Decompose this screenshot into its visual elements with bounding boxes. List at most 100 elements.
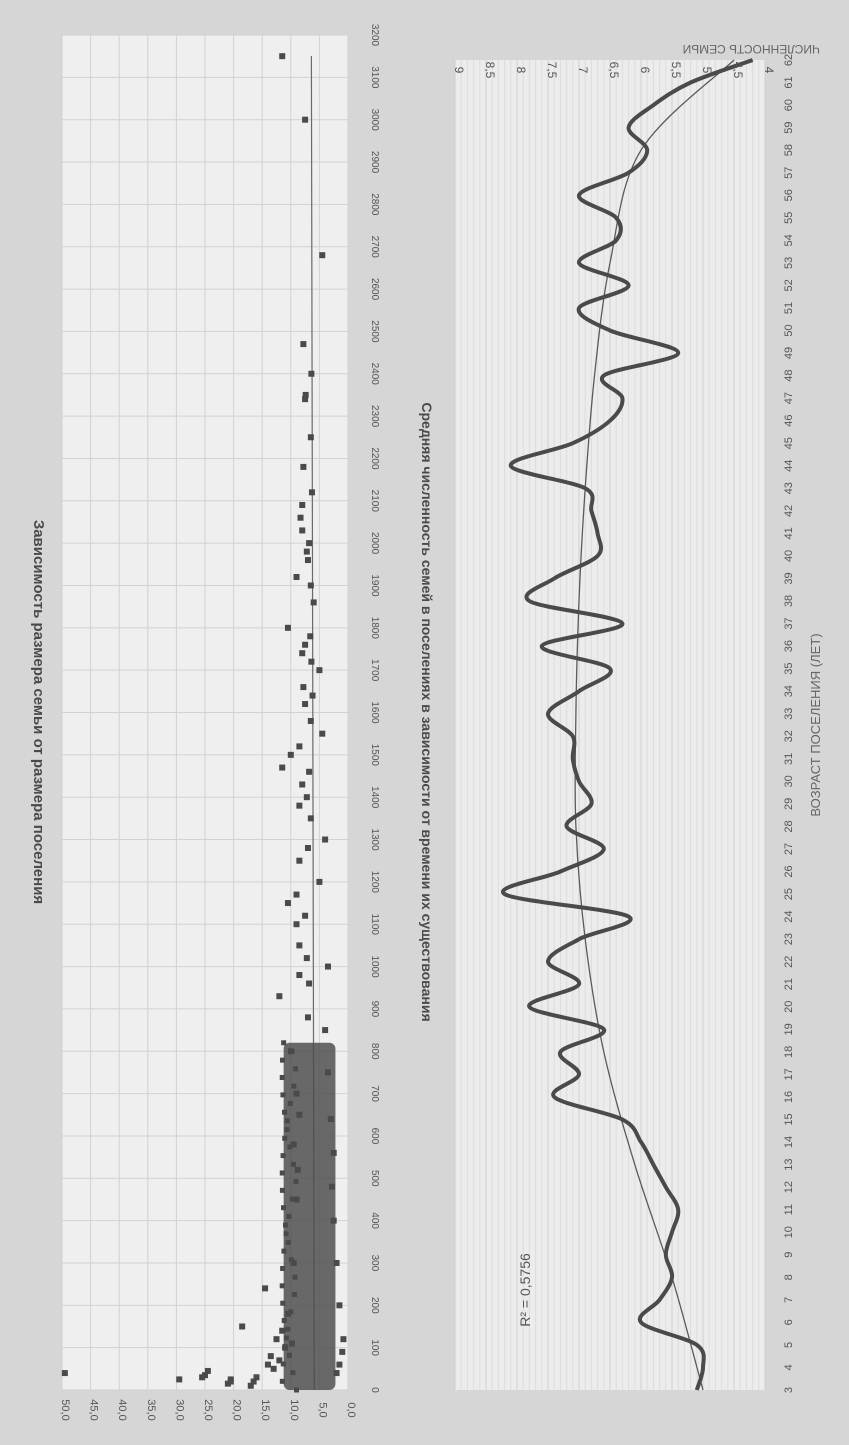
- scatter-point: [279, 1327, 286, 1334]
- scatter-points: [61, 53, 347, 1389]
- line-x-tick-label: 51: [783, 302, 795, 314]
- scatter-point: [250, 1378, 257, 1385]
- scatter-cluster-point: [289, 1196, 295, 1202]
- scatter-point: [302, 912, 309, 919]
- scatter-cluster-band: [283, 1042, 336, 1390]
- line-x-tick-label: 43: [783, 482, 795, 494]
- line-x-tick-label: 15: [783, 1113, 795, 1125]
- line-series-curve: [500, 58, 754, 1391]
- line-y-tick-label: 4,5: [731, 62, 745, 79]
- line-x-tick-label: 38: [783, 595, 795, 607]
- line-y-tick-label: 8: [514, 67, 528, 74]
- line-y-tick-label: 9: [452, 67, 466, 74]
- scatter-point: [288, 1340, 295, 1347]
- scatter-x-tick-label: 3100: [369, 66, 380, 89]
- line-x-tick-label: 45: [783, 437, 795, 449]
- line-x-tick-label: 32: [783, 730, 795, 742]
- scatter-x-tick-label: 1900: [369, 574, 380, 597]
- scatter-cluster-point: [279, 1075, 285, 1081]
- scatter-x-tick-label: 600: [369, 1128, 380, 1145]
- scatter-cluster-point: [293, 1066, 299, 1072]
- scatter-point: [287, 751, 294, 758]
- scatter-x-tick-label: 2100: [369, 490, 380, 513]
- line-x-tick-label: 33: [783, 708, 795, 720]
- scatter-cluster-point: [286, 1213, 292, 1219]
- scatter-cluster-point: [280, 1092, 286, 1098]
- scatter-cluster-point: [282, 1222, 288, 1228]
- scatter-point: [273, 1336, 280, 1343]
- scatter-point: [287, 1048, 294, 1055]
- scatter-y-tick-label: 25,0: [202, 1399, 214, 1420]
- scatter-y-tick-label: 5,0: [316, 1402, 328, 1417]
- scatter-cluster-point: [282, 1109, 288, 1115]
- line-y-tick-label: 6: [638, 67, 652, 74]
- scatter-x-tick-label: 300: [369, 1255, 380, 1272]
- scatter-point: [284, 1310, 291, 1317]
- line-x-axis-label: ВОЗРАСТ ПОСЕЛЕНИЯ (ЛЕТ): [808, 633, 823, 816]
- scatter-point: [304, 1014, 311, 1021]
- scatter-point: [302, 116, 309, 123]
- scatter-point: [293, 1090, 300, 1097]
- line-x-tick-label: 57: [783, 167, 795, 179]
- scatter-cluster-point: [292, 1274, 298, 1280]
- scatter-point: [307, 582, 314, 589]
- line-x-tick-label: 49: [783, 347, 795, 359]
- scatter-dense-cluster: [279, 1040, 336, 1393]
- line-x-tick-label: 8: [783, 1274, 795, 1280]
- scatter-x-tick-label: 900: [369, 1001, 380, 1018]
- scatter-point: [300, 684, 307, 691]
- scatter-cluster-point: [279, 1378, 285, 1384]
- scatter-point: [316, 878, 323, 885]
- scatter-x-tick-label: 1400: [369, 786, 380, 809]
- scatter-cluster-point: [285, 1326, 291, 1332]
- scatter-x-tick-label: 1800: [369, 617, 380, 640]
- scatter-cluster-point: [280, 1361, 286, 1367]
- scatter-point: [284, 624, 291, 631]
- scatter-chart: 0,0 5,0 10,0 15,0 20,0 25,0 30,0 35,0 40,0 45,0 50…: [30, 24, 380, 1421]
- scatter-x-tick-label: 2200: [369, 447, 380, 470]
- scatter-x-tick-label: 1000: [369, 955, 380, 978]
- line-x-tick-label: 20: [783, 1001, 795, 1013]
- scatter-point: [296, 942, 303, 949]
- line-trendline: [574, 59, 735, 1391]
- line-r-squared-annotation: R² = 0,5756: [517, 1253, 533, 1327]
- line-y-tick-label: 8,5: [483, 62, 497, 79]
- scatter-point: [304, 557, 311, 564]
- scatter-cluster-point: [279, 1057, 285, 1063]
- line-x-tick-label: 21: [783, 978, 795, 990]
- scatter-point: [302, 391, 309, 398]
- scatter-point: [299, 527, 306, 534]
- line-x-tick-label: 23: [783, 933, 795, 945]
- scatter-point: [324, 963, 331, 970]
- scatter-cluster-point: [287, 1144, 293, 1150]
- scatter-x-tick-label: 3000: [369, 109, 380, 132]
- scatter-point: [302, 396, 309, 403]
- scatter-x-tick-label: 0: [369, 1387, 380, 1393]
- line-x-tick-label: 7: [783, 1297, 795, 1303]
- line-x-tick-label: 14: [783, 1136, 795, 1148]
- scatter-y-tick-label: 15,0: [259, 1399, 271, 1420]
- scatter-point: [290, 1259, 297, 1266]
- scatter-cluster-point: [280, 1153, 286, 1159]
- line-x-tick-label: 62: [783, 54, 795, 66]
- line-x-tick-label: 55: [783, 212, 795, 224]
- scatter-x-tick-label: 3200: [369, 24, 380, 47]
- scatter-y-tick-label: 0,0: [345, 1402, 357, 1417]
- scatter-point: [296, 743, 303, 750]
- line-x-tick-label: 17: [783, 1068, 795, 1080]
- scatter-point: [293, 574, 300, 580]
- scatter-cluster-point: [288, 1257, 294, 1263]
- scatter-point: [253, 1374, 260, 1381]
- scatter-point: [336, 1361, 343, 1368]
- line-x-tick-label: 31: [783, 753, 795, 765]
- scatter-point: [296, 802, 303, 809]
- scatter-x-tick-label: 500: [369, 1170, 380, 1187]
- scatter-x-tick-label: 200: [369, 1297, 380, 1314]
- line-x-tick-label: 5: [783, 1342, 795, 1348]
- line-x-tick-label: 11: [783, 1204, 795, 1215]
- line-x-tick-label: 10: [783, 1226, 795, 1238]
- scatter-point: [303, 548, 310, 555]
- line-x-tick-label: 27: [783, 843, 795, 855]
- line-x-tick-label: 48: [783, 369, 795, 381]
- scatter-point: [297, 514, 304, 521]
